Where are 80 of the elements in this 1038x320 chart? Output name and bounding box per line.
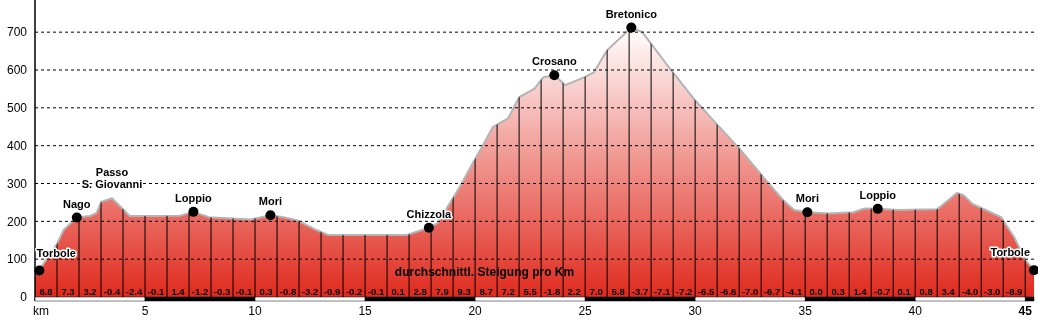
- y-tick-label: 500: [6, 101, 28, 116]
- annotation: Mori: [795, 192, 819, 205]
- annotation: 5.8: [611, 286, 625, 297]
- annotation: -0.3: [213, 286, 231, 297]
- x-tick-label: 45: [1018, 304, 1033, 318]
- y-tick-label: 400: [6, 138, 28, 153]
- point: [188, 206, 199, 217]
- annotation: -0.1: [367, 286, 385, 297]
- annotation: 3.4: [941, 286, 956, 297]
- annotation: -0.1: [147, 286, 165, 297]
- annotation: -7.2: [675, 286, 693, 297]
- point: [265, 210, 276, 221]
- annotation: -8.9: [1006, 286, 1023, 297]
- annotation: -1.2: [191, 286, 209, 297]
- point: [626, 22, 637, 33]
- y-tick-label: 700: [6, 25, 28, 40]
- annotation: 0.3: [831, 286, 845, 297]
- annotation: 7.2: [501, 286, 515, 297]
- x-tick-label: km: [33, 304, 49, 318]
- annotation: -4.1: [785, 286, 804, 297]
- annotation: Loppio: [175, 191, 213, 204]
- point: [549, 70, 560, 81]
- annotation: 1.4: [853, 286, 868, 297]
- annotation: 7.3: [61, 286, 75, 297]
- annotation: 7.9: [435, 286, 449, 297]
- annotation: -6.5: [697, 286, 716, 297]
- annotation: -0.1: [235, 286, 253, 297]
- x-tick-label: 25: [578, 304, 593, 318]
- annotation: 2.8: [413, 286, 427, 297]
- annotation: 0.1: [391, 286, 406, 297]
- point: [1029, 265, 1038, 276]
- annotation: -6.7: [763, 286, 781, 297]
- annotation: -7.1: [653, 286, 672, 297]
- annotation: 2.2: [567, 286, 581, 297]
- x-tick-label: 10: [248, 304, 263, 318]
- annotation: 6.8: [39, 286, 53, 297]
- annotation: -2.4: [125, 286, 143, 297]
- annotation: Crosano: [531, 55, 577, 68]
- annotation: 0.3: [259, 286, 273, 297]
- annotation: -0.2: [345, 286, 363, 297]
- annotation: 7.0: [589, 286, 603, 297]
- annotation: Loppio: [859, 188, 897, 201]
- annotation: -6.6: [719, 286, 737, 297]
- annotation: -0.7: [873, 286, 891, 297]
- annotation: -3.0: [984, 286, 1001, 297]
- annotation: 8.7: [479, 286, 493, 297]
- annotation: -0.8: [279, 286, 297, 297]
- x-tick-label: 40: [908, 304, 923, 318]
- annotation: 1.4: [171, 286, 186, 297]
- y-tick-label: 600: [6, 63, 28, 78]
- annotation: -1.8: [543, 286, 561, 297]
- x-tick-label: 15: [358, 304, 373, 318]
- annotation: -3.7: [631, 286, 649, 297]
- y-tick-label: 0: [20, 290, 28, 305]
- annotation: Mori: [258, 195, 283, 208]
- x-tick-label: 5: [141, 304, 149, 318]
- y-tick-label: 200: [6, 214, 28, 229]
- x-tick-label: 20: [468, 304, 483, 318]
- annotation: -0.4: [103, 286, 121, 297]
- annotation: -4.0: [962, 286, 979, 297]
- point: [34, 265, 45, 276]
- y-tick-label: 100: [6, 252, 28, 267]
- point: [872, 203, 883, 214]
- annotation: Bretonico: [605, 7, 658, 20]
- x-tick-label: 35: [798, 304, 813, 318]
- point: [71, 212, 82, 223]
- annotation: 0.8: [919, 286, 933, 297]
- annotation: 3.2: [83, 286, 97, 297]
- annotation: 9.3: [457, 286, 471, 297]
- annotation: -7.0: [741, 286, 759, 297]
- annotation: Nago: [63, 197, 91, 210]
- point: [802, 207, 813, 218]
- annotation: 5.5: [523, 286, 538, 297]
- y-tick-label: 300: [6, 176, 28, 191]
- point: [423, 222, 434, 233]
- x-tick-label: 30: [688, 304, 703, 318]
- annotation: 0.1: [897, 286, 912, 297]
- annotation: -0.9: [323, 286, 341, 297]
- annotation: 0.0: [809, 286, 823, 297]
- annotation: -3.2: [301, 286, 319, 297]
